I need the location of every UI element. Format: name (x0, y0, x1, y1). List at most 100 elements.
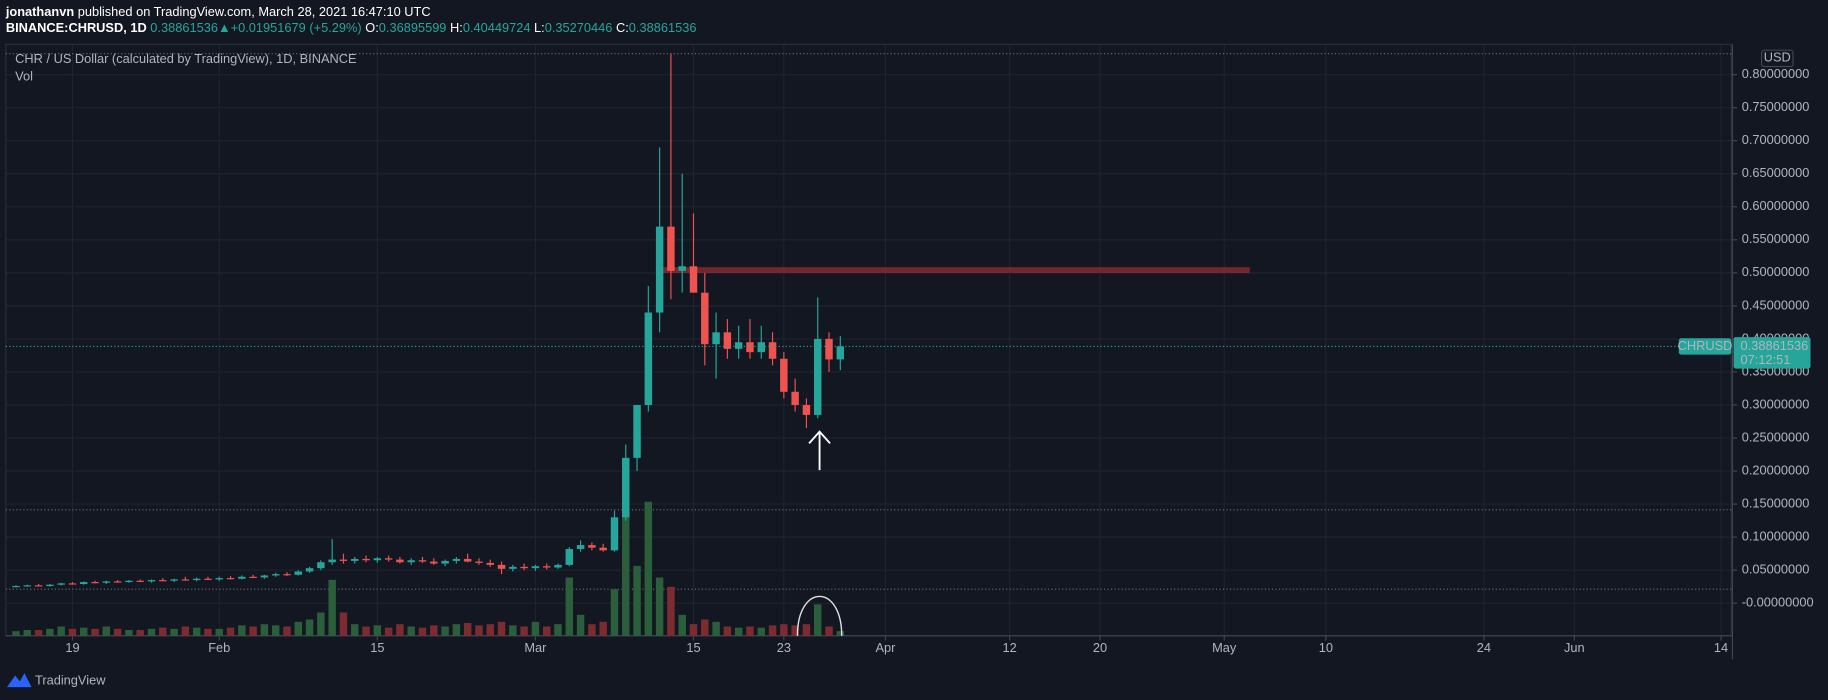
candle-body (294, 571, 303, 575)
volume-bar (12, 631, 20, 636)
volume-bar (723, 626, 732, 636)
volume-bar (249, 626, 257, 636)
price-tag (1733, 337, 1811, 369)
candle-body (701, 292, 709, 345)
candle-body (23, 585, 32, 587)
candle-body (249, 576, 257, 578)
chart-title: CHR / US Dollar (calculated by TradingVi… (15, 51, 356, 66)
candle-body (622, 457, 630, 518)
candle-body (384, 558, 393, 560)
candle-body (238, 576, 246, 579)
candle-body (486, 562, 494, 565)
candle-body (757, 342, 765, 353)
candle-body (317, 562, 325, 569)
high-label: H: (450, 21, 463, 36)
candle-body (599, 547, 607, 551)
candle-body (430, 561, 438, 564)
candle-body (91, 582, 99, 584)
x-tick-label: Jun (1564, 640, 1585, 655)
candle-body (170, 579, 178, 581)
volume-bar (159, 627, 167, 636)
volume-bar (655, 577, 664, 636)
volume-bar (147, 628, 156, 636)
candle-body (125, 580, 133, 583)
candle-body (113, 581, 122, 583)
price-tag-value: 0.38861536 (1741, 338, 1809, 353)
y-tick-label: 0.60000000 (1742, 198, 1810, 213)
candle-body (396, 559, 404, 563)
x-tick-label: 12 (1003, 640, 1017, 655)
volume-bar (486, 624, 494, 636)
countdown: 07:12:51 (1741, 352, 1791, 367)
volume-bar (283, 626, 291, 636)
candle-body (102, 581, 111, 583)
header-line-2: BINANCE:CHRUSD, 1D 0.38861536▲+0.0195167… (6, 21, 697, 36)
volume-bar (373, 625, 382, 636)
candle-body (226, 578, 235, 580)
volume-bar (497, 621, 506, 636)
candle-body (825, 338, 833, 360)
candle-body (768, 342, 777, 359)
candle-body (565, 549, 574, 565)
candle-body (68, 583, 77, 585)
candle-body (351, 558, 359, 561)
volume-bar (271, 625, 280, 636)
candle-body (57, 583, 65, 585)
close-label: C: (616, 21, 629, 36)
volume-bar (34, 630, 43, 636)
currency: USD (1764, 50, 1791, 65)
y-tick-label: 0.05000000 (1742, 562, 1810, 577)
candle-body (271, 574, 280, 576)
high-value: 0.40449724 (463, 21, 531, 36)
candle-body (418, 560, 427, 562)
volume-bar (825, 626, 833, 636)
candle-body (34, 585, 43, 587)
candle-body (204, 578, 212, 580)
ticker-label: CHRUSD (1678, 338, 1733, 353)
y-tick-label: 0.70000000 (1742, 132, 1810, 147)
volume-bar (102, 626, 111, 636)
volume-bar (238, 625, 246, 636)
volume-bar (260, 624, 269, 636)
volume-bar (23, 630, 32, 636)
candle-body (12, 586, 20, 588)
volume-bar (328, 579, 336, 636)
volume-bar (588, 624, 596, 636)
y-tick-label: 0.55000000 (1742, 231, 1810, 246)
volume-bar (520, 626, 528, 636)
volume-label: Vol (15, 68, 33, 83)
volume-bar (113, 628, 122, 636)
y-tick-label: 0.65000000 (1742, 165, 1810, 180)
volume-bar (599, 621, 607, 636)
change: ▲+0.01951679 (+5.29%) (218, 21, 362, 36)
resistance-zone (659, 267, 1250, 273)
low-value: 0.35270446 (545, 21, 613, 36)
candle-body (159, 580, 167, 582)
candle-body (509, 566, 517, 569)
logo-text: TradingView (35, 673, 106, 688)
volume-bar (396, 624, 404, 636)
candle-body (667, 226, 675, 271)
volume-bar (215, 628, 223, 636)
volume-bar (565, 577, 574, 636)
volume-bar (701, 619, 709, 636)
candle-body (80, 582, 88, 585)
candle-body (407, 560, 415, 563)
candle-body (723, 332, 732, 349)
grid (5, 44, 1732, 636)
x-tick-label: 10 (1319, 640, 1333, 655)
volume-bar (80, 627, 88, 636)
y-tick-label: 0.45000000 (1742, 297, 1810, 312)
currency-box (1760, 49, 1794, 68)
candle-body (452, 558, 461, 561)
x-tick-label: 19 (65, 640, 79, 655)
volume-bar (339, 612, 348, 636)
x-tick-label: 15 (686, 640, 700, 655)
volume-bar (542, 626, 551, 636)
last-price: 0.38861536 (150, 21, 218, 36)
volume-bar (836, 631, 845, 636)
volume-bar (554, 624, 562, 636)
candle-body (746, 342, 754, 353)
